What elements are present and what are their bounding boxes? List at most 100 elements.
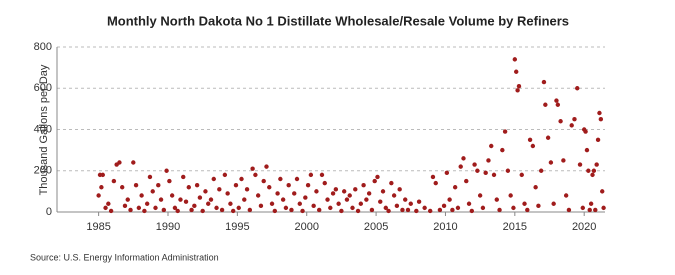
data-point (530, 143, 536, 149)
data-point (597, 110, 602, 116)
data-point (181, 174, 186, 180)
data-point (214, 205, 219, 211)
data-point (358, 201, 364, 206)
data-point (508, 193, 513, 198)
data-point (593, 207, 598, 213)
data-point (125, 197, 130, 202)
data-point (437, 207, 443, 213)
data-point (444, 170, 450, 176)
data-point (505, 168, 511, 173)
data-point (317, 207, 322, 213)
data-point (455, 205, 461, 211)
data-point (280, 197, 286, 202)
data-point (533, 185, 538, 190)
data-point (427, 208, 433, 214)
data-point (203, 189, 208, 194)
data-point (527, 137, 533, 143)
data-point (391, 193, 397, 198)
data-point (292, 191, 297, 196)
data-point (336, 201, 341, 206)
data-point (150, 189, 155, 194)
data-point (519, 172, 524, 178)
data-point (466, 201, 472, 206)
data-point (208, 197, 214, 202)
data-point (511, 205, 516, 211)
data-point (133, 182, 139, 188)
data-point (408, 201, 413, 206)
data-point (211, 176, 216, 182)
data-point (430, 174, 436, 180)
y-tick-label: 800 (34, 41, 52, 53)
data-point (355, 208, 361, 214)
data-point (322, 180, 327, 186)
data-point (222, 172, 228, 178)
data-point (475, 168, 480, 173)
data-point (239, 176, 244, 182)
data-point (512, 57, 518, 62)
data-point (267, 185, 272, 190)
data-point (366, 191, 372, 196)
data-point (372, 178, 377, 184)
data-point (416, 199, 422, 204)
data-point (178, 197, 183, 202)
data-point (328, 205, 333, 211)
data-point (131, 160, 136, 165)
data-point (303, 195, 308, 200)
data-point (344, 197, 350, 202)
data-point (588, 201, 594, 206)
data-point (194, 182, 200, 188)
data-point (142, 208, 147, 214)
data-point (278, 176, 283, 182)
data-point (305, 182, 311, 188)
data-point (452, 185, 458, 190)
data-point (139, 193, 144, 198)
data-point (386, 208, 391, 214)
data-point (108, 208, 114, 214)
data-point (144, 201, 150, 206)
data-point (378, 199, 383, 204)
data-point (111, 178, 117, 184)
x-tick-label: 1990 (156, 221, 180, 233)
data-point (233, 182, 239, 188)
data-point (380, 189, 386, 194)
data-point (294, 176, 300, 182)
data-point (169, 193, 175, 198)
y-tick-label: 200 (34, 165, 52, 177)
data-point (225, 191, 230, 196)
data-point (325, 197, 330, 202)
data-point (461, 156, 466, 161)
chart-title: Monthly North Dakota No 1 Distillate Who… (107, 13, 569, 28)
data-point (375, 174, 380, 180)
data-point (283, 205, 289, 211)
data-point (494, 197, 499, 202)
data-point (192, 203, 197, 209)
data-point (200, 208, 205, 214)
data-point (575, 86, 580, 91)
data-point (583, 129, 588, 134)
data-point (472, 162, 477, 167)
data-point (591, 168, 597, 173)
data-point (514, 69, 519, 74)
data-point (341, 189, 347, 194)
data-point (311, 203, 316, 209)
y-tick-label: 0 (46, 206, 52, 218)
data-point (522, 201, 527, 206)
data-point (598, 116, 604, 122)
data-point (100, 172, 105, 178)
data-point (167, 178, 172, 184)
data-point (253, 172, 258, 178)
data-point (577, 162, 583, 167)
data-point (183, 199, 189, 204)
data-point (319, 172, 325, 178)
data-point (247, 207, 253, 213)
data-point (586, 168, 591, 173)
data-point (236, 205, 241, 211)
data-point (595, 137, 601, 143)
data-point (350, 205, 355, 211)
data-point (147, 174, 153, 180)
data-point (516, 83, 522, 89)
data-point (555, 102, 561, 107)
data-point (590, 172, 595, 178)
data-point (106, 201, 111, 206)
data-point (164, 168, 169, 173)
